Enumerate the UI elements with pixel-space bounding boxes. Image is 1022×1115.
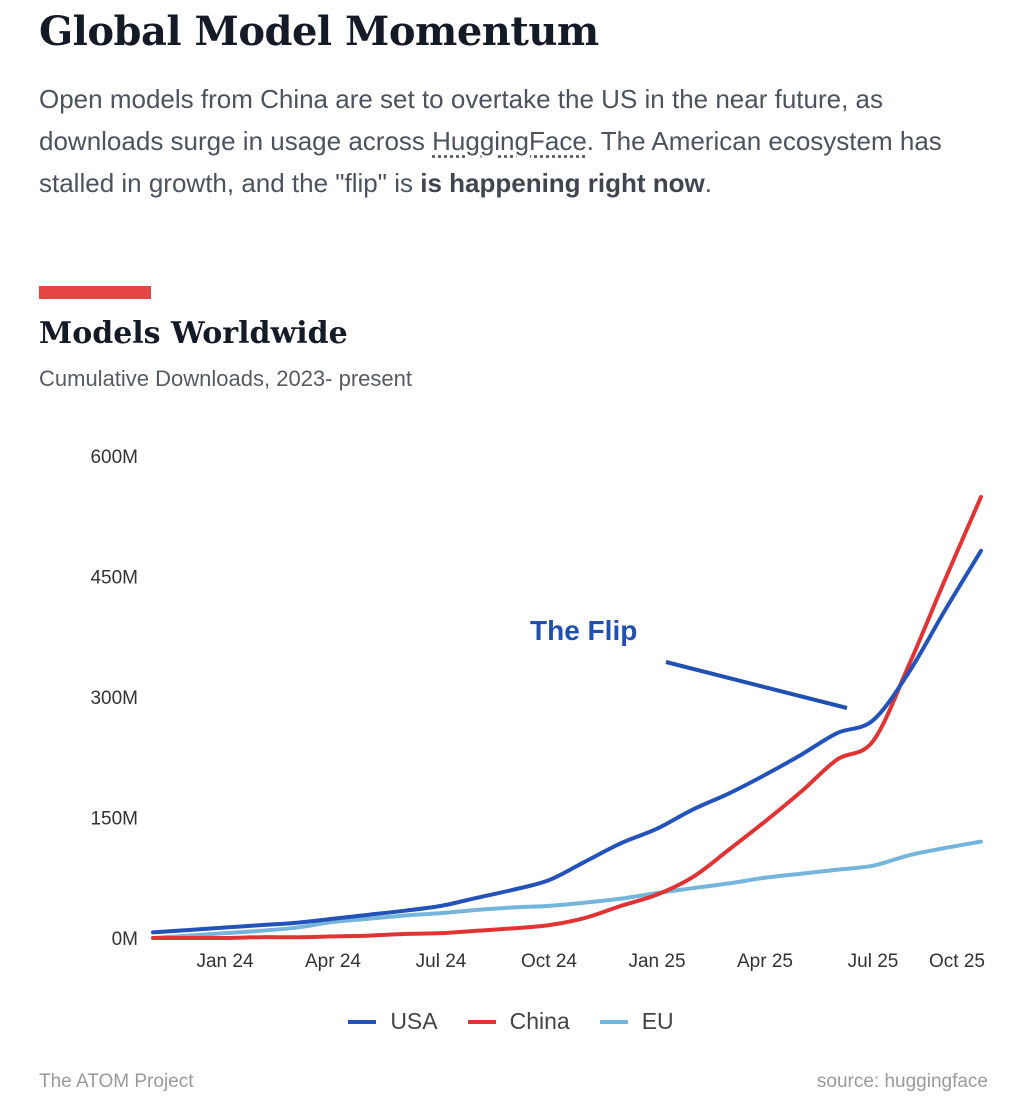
intro-bold: is happening right now [420, 168, 705, 198]
legend-item-usa: USA [348, 1008, 438, 1035]
annotation-label: The Flip [530, 615, 637, 646]
accent-bar [39, 286, 151, 299]
legend-item-china: China [467, 1008, 570, 1035]
huggingface-link[interactable]: HuggingFace [432, 126, 587, 156]
y-tick-label: 300M [90, 688, 138, 709]
x-tick-label: Jan 25 [628, 951, 685, 972]
x-tick-label: Jul 25 [848, 951, 899, 972]
legend-label: EU [641, 1008, 674, 1034]
y-tick-label: 150M [90, 809, 138, 830]
footer-source: source: huggingface [816, 1071, 988, 1092]
footer-credit: The ATOM Project [39, 1071, 194, 1092]
line-chart: 0M 150M 300M 450M 600M Jan 24 Apr 24 Jul 24 Oct … [90, 447, 985, 972]
series-line-usa [151, 548, 983, 935]
legend-swatch [348, 1019, 377, 1024]
series-line-eu [151, 839, 983, 940]
y-tick-label: 450M [90, 568, 138, 589]
intro-end: . [704, 168, 712, 198]
legend-label: China [509, 1008, 570, 1034]
series-line-china [151, 494, 983, 941]
x-tick-label: Apr 25 [737, 951, 793, 972]
legend-swatch [599, 1019, 628, 1024]
x-tick-label: Jan 24 [196, 951, 253, 972]
page-title: Global Model Momentum [39, 8, 599, 55]
intro-paragraph: Open models from China are set to overta… [39, 78, 979, 204]
y-tick-label: 0M [112, 929, 138, 950]
intro-text-2: . The American ecosystem has stalled in … [39, 126, 942, 198]
annotation-pointer [665, 660, 848, 710]
legend-label: USA [390, 1008, 438, 1034]
legend-item-eu: EU [599, 1008, 674, 1035]
chart-legend: USA China EU [0, 1008, 1022, 1035]
x-tick-label: Apr 24 [305, 951, 361, 972]
x-tick-label: Jul 24 [416, 951, 467, 972]
x-tick-label: Oct 25 [929, 951, 985, 972]
legend-swatch [467, 1019, 496, 1024]
intro-text: Open models from China are set to overta… [39, 84, 883, 156]
x-tick-label: Oct 24 [521, 951, 577, 972]
chart-subtitle: Cumulative Downloads, 2023- present [39, 366, 412, 391]
y-tick-label: 600M [90, 447, 138, 468]
chart-title: Models Worldwide [39, 316, 348, 351]
